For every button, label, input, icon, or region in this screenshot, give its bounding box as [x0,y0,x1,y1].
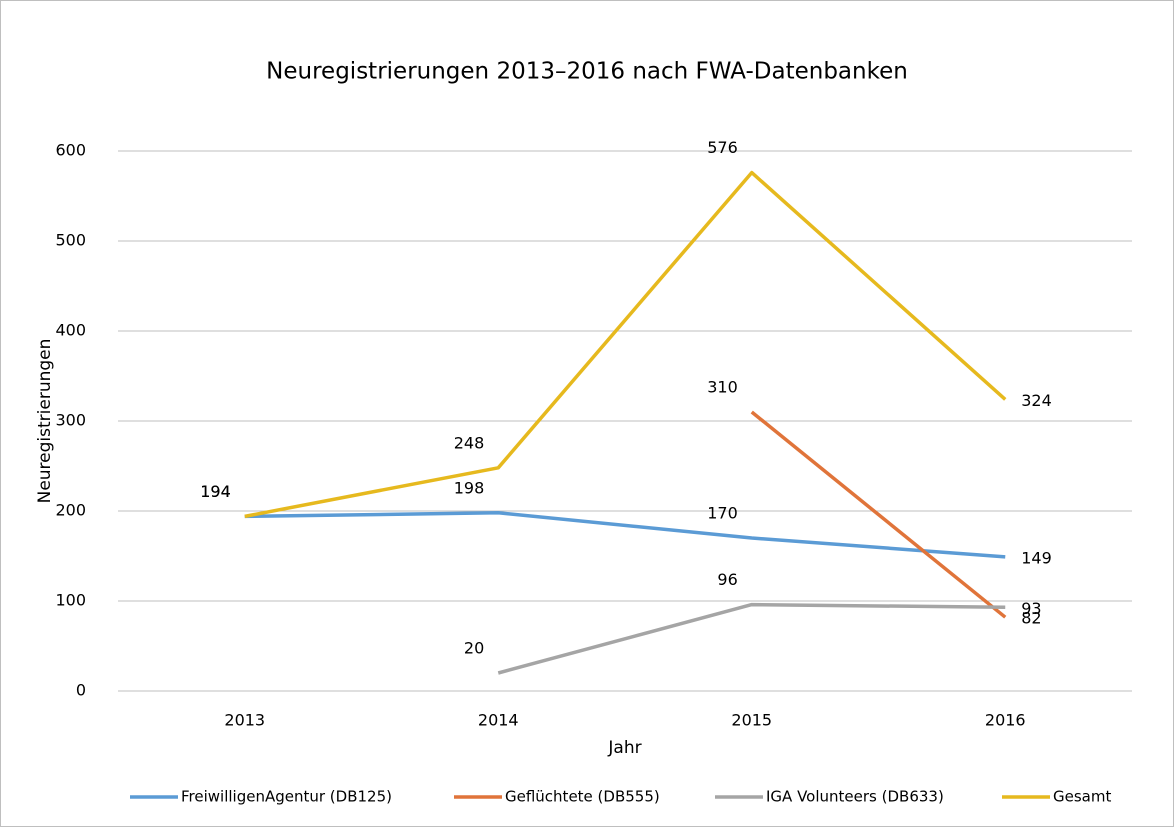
data-label: 20 [464,639,484,658]
legend-label: Geflüchtete (DB555) [505,788,660,806]
x-axis-title: Jahr [607,738,641,758]
series-line [244,170,1007,519]
data-label: 96 [717,570,737,589]
data-label: 310 [707,378,738,397]
series-line [750,410,1007,619]
y-axis-title: Neuregistrierungen [35,339,55,504]
data-label: 93 [1021,599,1041,618]
legend-label: IGA Volunteers (DB633) [766,788,944,806]
data-label: 198 [454,478,485,497]
data-label: 149 [1021,548,1052,567]
x-tick-label: 2015 [731,711,772,730]
data-label: 324 [1021,391,1052,410]
x-tick-label: 2016 [985,711,1026,730]
data-label: 170 [707,504,738,523]
x-tick-label: 2013 [224,711,265,730]
y-tick-label: 500 [55,231,86,250]
data-label: 248 [454,433,485,452]
data-label: 82 [1021,609,1041,628]
y-tick-label: 300 [55,411,86,430]
y-tick-label: 0 [76,681,86,700]
legend-label: Gesamt [1053,788,1111,806]
data-label: 194 [200,482,231,501]
y-tick-label: 200 [55,501,86,520]
legend-label: FreiwilligenAgentur (DB125) [181,788,392,806]
data-label: 194 [200,482,231,501]
y-tick-label: 100 [55,591,86,610]
data-label: 576 [707,138,738,157]
y-tick-label: 600 [55,141,86,160]
x-tick-label: 2014 [478,711,519,730]
chart-title: Neuregistrierungen 2013–2016 nach FWA-Da… [266,59,908,85]
series-line [497,602,1006,675]
y-tick-label: 400 [55,321,86,340]
series-line [244,511,1006,559]
